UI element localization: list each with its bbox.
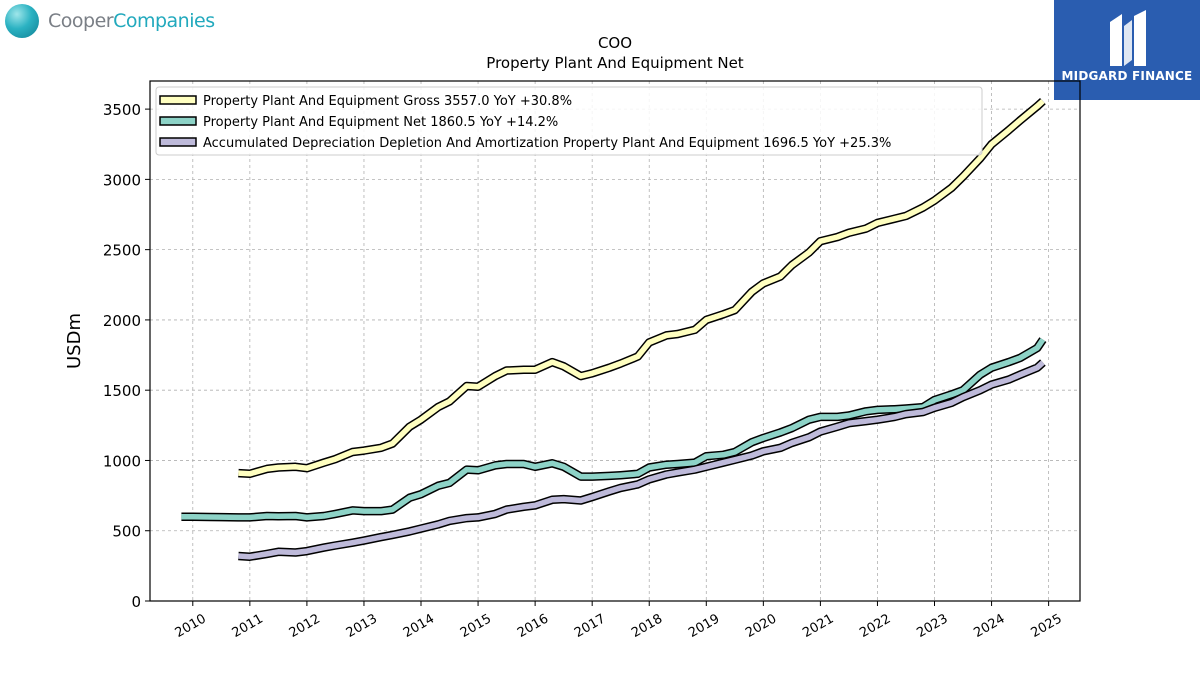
x-tick-label: 2016 (515, 611, 551, 641)
plot-frame (149, 80, 1081, 602)
company-name-part1: Cooper (48, 10, 114, 32)
chart-title: COO (598, 34, 632, 52)
y-tick-label: 0 (131, 593, 141, 611)
cooper-companies-logo: CooperCompanies (5, 4, 215, 38)
x-tick-label: 2023 (914, 611, 950, 641)
y-tick-label: 3000 (103, 171, 141, 189)
series-line-2 (181, 338, 1046, 521)
y-tick-label: 2500 (103, 242, 141, 260)
series-line-1 (238, 99, 1045, 477)
series-line-outline-1 (238, 97, 1046, 479)
x-tick-label: 2020 (743, 611, 779, 641)
publisher-name: MIDGARD FINANCE (1061, 69, 1193, 83)
midgard-finance-logo: MIDGARD FINANCE (1054, 0, 1200, 100)
x-tick-label: 2013 (344, 611, 380, 641)
legend-swatch-3 (159, 137, 197, 147)
y-tick-label: 500 (112, 523, 141, 541)
y-axis: 0 500 1000 1500 2000 2500 3000 3500 (103, 101, 150, 611)
y-tick-label: 3500 (103, 101, 141, 119)
x-tick-label: 2014 (401, 611, 437, 641)
series-lines (181, 97, 1047, 561)
x-tick-label: 2021 (800, 611, 836, 641)
legend-swatch-1 (159, 95, 197, 105)
x-tick-label: 2025 (1028, 611, 1064, 641)
y-axis-label: USDm (64, 313, 85, 369)
company-name-part2: Companies (113, 10, 215, 32)
x-tick-label: 2011 (230, 611, 266, 641)
x-tick-label: 2018 (629, 611, 665, 641)
y-tick-label: 2000 (103, 312, 141, 330)
legend-entry-3: Accumulated Depreciation Depletion And A… (203, 136, 891, 151)
company-name: CooperCompanies (48, 10, 215, 32)
legend-entry-1: Property Plant And Equipment Gross 3557.… (203, 94, 572, 109)
x-tick-label: 2015 (458, 611, 494, 641)
chart-subtitle: Property Plant And Equipment Net (486, 54, 743, 72)
x-tick-label: 2012 (287, 611, 323, 641)
legend: Property Plant And Equipment Gross 3557.… (155, 86, 983, 156)
series-line-3 (238, 360, 1045, 560)
y-tick-label: 1500 (103, 382, 141, 400)
grid (150, 81, 1080, 602)
legend-entry-2: Property Plant And Equipment Net 1860.5 … (203, 115, 558, 130)
midgard-emblem-icon (1110, 10, 1146, 66)
series-line-outline-3 (238, 359, 1046, 561)
x-tick-label: 2017 (572, 611, 608, 641)
x-tick-label: 2024 (971, 611, 1007, 641)
x-tick-label: 2019 (686, 611, 722, 641)
x-tick-label: 2010 (173, 611, 209, 641)
x-axis: 2010 2011 2012 2013 2014 2015 2016 2017 2018 2019… (173, 601, 1065, 641)
legend-swatch-2 (159, 116, 197, 126)
x-tick-label: 2022 (857, 611, 893, 641)
y-tick-label: 1000 (103, 452, 141, 470)
globe-logo-icon (5, 4, 39, 38)
legend-box (155, 86, 983, 156)
